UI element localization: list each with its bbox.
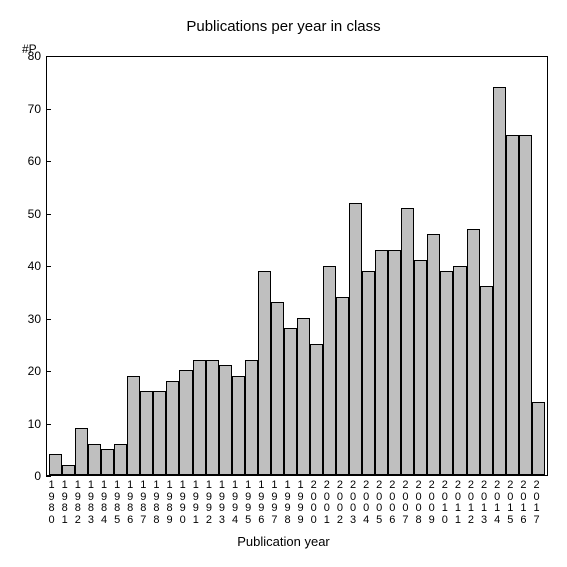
bar	[219, 365, 232, 475]
x-tick-label: 1996	[258, 480, 265, 526]
y-tick-label: 70	[15, 102, 41, 116]
bar	[140, 391, 153, 475]
bar	[127, 376, 140, 476]
y-tick-label: 50	[15, 207, 41, 221]
x-tick-label: 2003	[350, 480, 357, 526]
y-tick-label: 60	[15, 154, 41, 168]
bar	[427, 234, 440, 475]
bar	[532, 402, 545, 475]
x-tick-label: 1992	[206, 480, 213, 526]
bar	[206, 360, 219, 475]
x-tick-label: 2008	[416, 480, 423, 526]
x-tick-label: 1981	[62, 480, 69, 526]
x-tick-label: 2006	[389, 480, 396, 526]
y-tick-label: 80	[15, 49, 41, 63]
x-tick-label: 1991	[193, 480, 200, 526]
x-tick-label: 1994	[232, 480, 239, 526]
bar	[519, 135, 532, 475]
bar	[101, 449, 114, 475]
x-tick-label: 1982	[75, 480, 82, 526]
x-tick-label: 1999	[298, 480, 305, 526]
bars-group	[47, 57, 547, 475]
bar	[493, 87, 506, 475]
x-tick-label: 1998	[284, 480, 291, 526]
x-axis-label: Publication year	[0, 534, 567, 549]
x-tick-label: 1984	[101, 480, 108, 526]
bar	[179, 370, 192, 475]
bar	[49, 454, 62, 475]
bar	[336, 297, 349, 475]
y-tick-label: 20	[15, 364, 41, 378]
x-tick-label: 1987	[140, 480, 147, 526]
bar	[401, 208, 414, 475]
x-tick-label: 2011	[455, 480, 462, 526]
x-tick-label: 1988	[153, 480, 160, 526]
bar	[258, 271, 271, 475]
bar	[232, 376, 245, 476]
plot-area	[46, 56, 548, 476]
x-tick-label: 2010	[442, 480, 449, 526]
x-tick-label: 1995	[245, 480, 252, 526]
x-tick-label: 1993	[219, 480, 226, 526]
x-tick-label: 2014	[494, 480, 501, 526]
x-tick-label: 1986	[127, 480, 134, 526]
x-tick-label: 2002	[337, 480, 344, 526]
bar	[323, 266, 336, 476]
bar	[362, 271, 375, 475]
bar	[114, 444, 127, 475]
bar	[388, 250, 401, 475]
x-tick-label: 2007	[402, 480, 409, 526]
bar	[297, 318, 310, 475]
x-tick-label: 1997	[271, 480, 278, 526]
bar	[62, 465, 75, 475]
bar	[75, 428, 88, 475]
bar	[440, 271, 453, 475]
bar	[88, 444, 101, 475]
chart-title: Publications per year in class	[0, 18, 567, 35]
y-tick-mark	[46, 476, 51, 477]
x-tick-label: 1983	[88, 480, 95, 526]
x-tick-label: 2004	[363, 480, 370, 526]
bar	[193, 360, 206, 475]
x-tick-label: 2012	[468, 480, 475, 526]
bar	[414, 260, 427, 475]
bar	[284, 328, 297, 475]
bar	[166, 381, 179, 475]
bar	[310, 344, 323, 475]
chart-container: Publications per year in class #P 010203…	[0, 0, 567, 567]
x-tick-label: 2016	[520, 480, 527, 526]
y-tick-label: 30	[15, 312, 41, 326]
x-tick-label: 2005	[376, 480, 383, 526]
x-tick-label: 2015	[507, 480, 514, 526]
x-tick-label: 2017	[533, 480, 540, 526]
bar	[349, 203, 362, 475]
x-tick-label: 2009	[429, 480, 436, 526]
bar	[375, 250, 388, 475]
y-tick-label: 10	[15, 417, 41, 431]
bar	[467, 229, 480, 475]
x-tick-label: 2013	[481, 480, 488, 526]
x-tick-label: 1985	[114, 480, 121, 526]
x-tick-label: 1990	[180, 480, 187, 526]
y-tick-label: 0	[15, 469, 41, 483]
y-tick-label: 40	[15, 259, 41, 273]
x-tick-label: 1989	[167, 480, 174, 526]
x-tick-label: 2001	[324, 480, 331, 526]
bar	[506, 135, 519, 475]
x-tick-label: 1980	[49, 480, 56, 526]
bar	[271, 302, 284, 475]
bar	[245, 360, 258, 475]
x-tick-label: 2000	[311, 480, 318, 526]
bar	[480, 286, 493, 475]
bar	[153, 391, 166, 475]
bar	[453, 266, 466, 476]
